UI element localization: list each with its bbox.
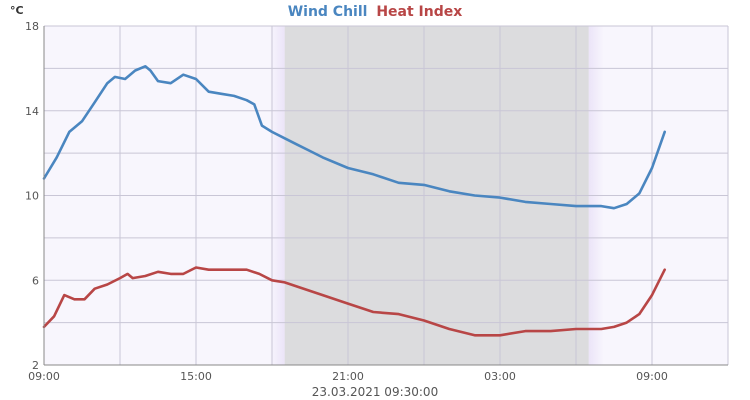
- y-tick-label: 14: [25, 105, 39, 118]
- y-tick-label: 10: [25, 190, 39, 203]
- y-unit-label: °C: [10, 4, 24, 17]
- series-line-heat-index: [42, 266, 667, 337]
- x-tick-label: 09:00: [28, 370, 60, 383]
- x-tick-label: 21:00: [332, 370, 364, 383]
- title-heat-index: Heat Index: [376, 4, 462, 20]
- y-tick-label: 2: [32, 359, 39, 372]
- x-tick-label: 15:00: [180, 370, 212, 383]
- y-tick-label: 18: [25, 20, 39, 33]
- chart-title: Wind Chill Heat Index: [288, 4, 463, 20]
- timestamp-footer: 23.03.2021 09:30:00: [312, 385, 438, 399]
- x-tick-label: 03:00: [484, 370, 516, 383]
- x-tick-label: 09:00: [636, 370, 668, 383]
- series-line-wind-chill: [42, 65, 667, 210]
- title-wind-chill: Wind Chill: [288, 4, 368, 20]
- y-tick-label: 6: [32, 274, 39, 287]
